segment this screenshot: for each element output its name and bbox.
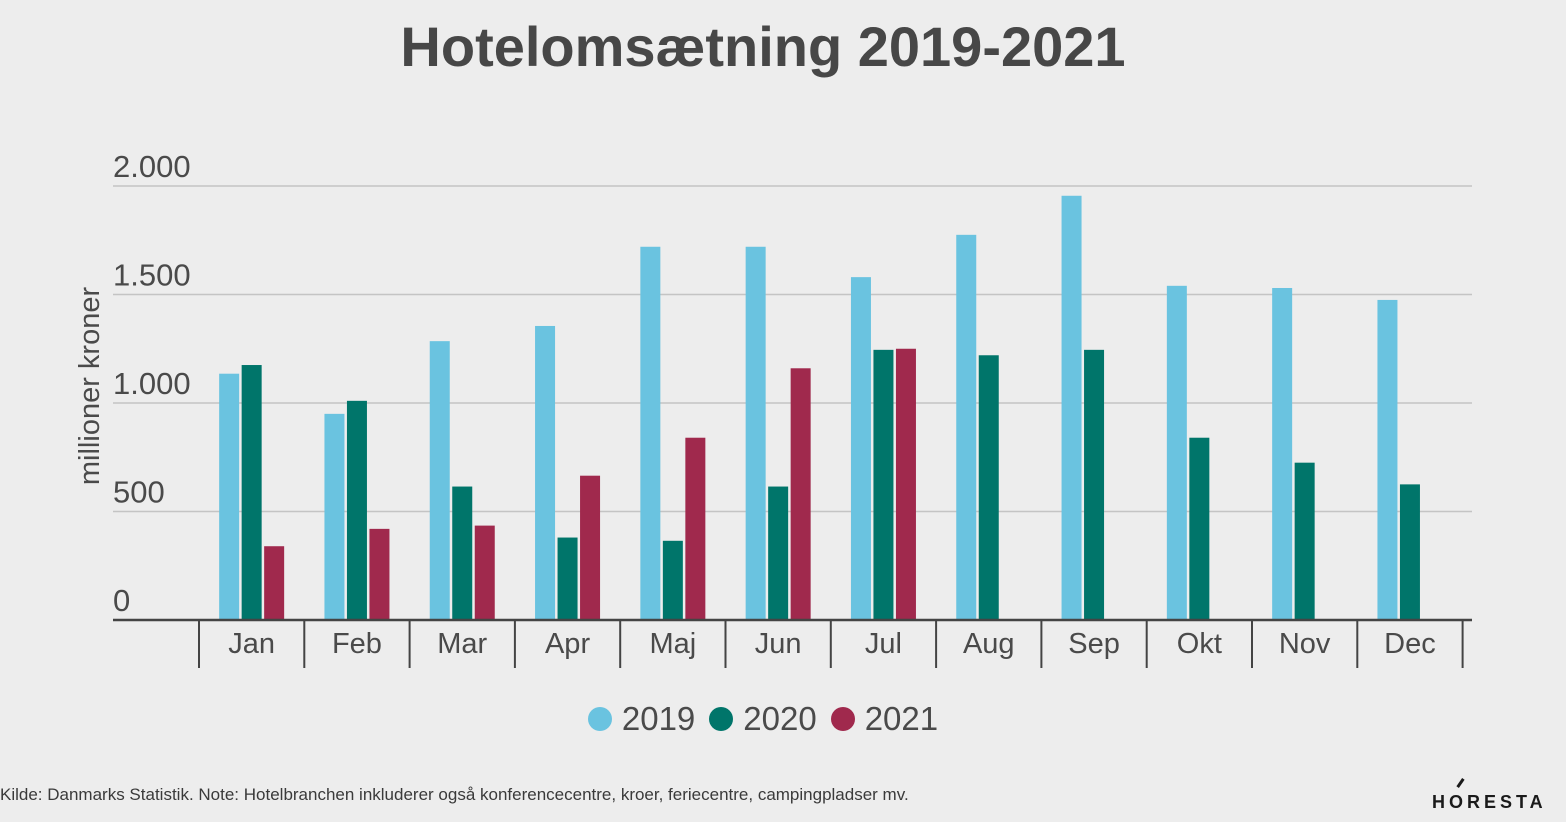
bar-2020-jun (768, 486, 789, 620)
bar-2019-feb (324, 413, 345, 620)
bar-2020-jul (873, 349, 894, 620)
x-tick-label: Mar (437, 628, 487, 660)
x-tick-label: Jan (228, 628, 275, 660)
legend-label: 2020 (743, 700, 817, 737)
x-tick-label: Sep (1068, 628, 1120, 660)
legend-swatch (709, 707, 734, 731)
bar-2019-jul (850, 277, 871, 620)
x-tick-label: Okt (1177, 628, 1222, 660)
bar-2019-sep (1061, 195, 1082, 620)
legend-swatch (587, 707, 612, 731)
bar-2021-jun (790, 368, 811, 620)
y-tick-label: 0 (113, 583, 130, 618)
bar-2019-maj (640, 246, 661, 620)
bar-2020-jan (241, 365, 262, 620)
bar-2021-maj (685, 437, 706, 620)
bar-2019-mar (429, 341, 450, 620)
x-tick-label: Nov (1279, 628, 1331, 660)
legend: 2019 2020 2021 (0, 700, 1526, 738)
bar-2020-sep (1084, 349, 1105, 620)
y-axis-label: millioner kroner (74, 287, 106, 486)
legend-swatch (830, 707, 855, 731)
bar-2020-okt (1189, 437, 1210, 620)
legend-item-2019: 2019 (587, 700, 696, 738)
bar-2020-dec (1399, 484, 1420, 620)
y-tick-label: 500 (113, 475, 165, 510)
bar-2019-jan (219, 373, 240, 620)
x-tick-label: Feb (332, 628, 382, 660)
bar-2021-feb (369, 528, 390, 620)
bar-2019-okt (1166, 285, 1187, 620)
x-tick-label: Apr (545, 628, 590, 660)
bar-2021-mar (474, 525, 495, 620)
legend-label: 2019 (621, 700, 696, 737)
x-tick-label: Dec (1384, 628, 1436, 660)
x-tick-label: Maj (649, 628, 696, 660)
x-tick-label: Aug (963, 628, 1015, 660)
bar-2021-jul (895, 348, 916, 620)
bar-2019-dec (1377, 299, 1398, 620)
x-tick-label: Jul (865, 628, 902, 660)
y-tick-label: 2.000 (113, 149, 191, 184)
y-tick-label: 1.500 (113, 258, 191, 293)
bar-2020-feb (346, 400, 367, 620)
bar-2020-aug (978, 355, 999, 620)
source-note: Kilde: Danmarks Statistik. Note: Hotelbr… (0, 785, 909, 804)
bar-2021-jan (264, 546, 285, 620)
bar-2019-nov (1272, 287, 1293, 620)
bar-2020-maj (662, 540, 683, 620)
horesta-logo: HORESTA (1432, 778, 1543, 814)
bar-2020-mar (452, 486, 473, 620)
legend-item-2020: 2020 (709, 700, 817, 738)
bar-2019-jun (745, 246, 766, 620)
chart-title: Hotelomsætning 2019-2021 (400, 15, 1126, 78)
logo-text: HORESTA (1432, 792, 1547, 812)
legend-label: 2021 (864, 700, 939, 737)
bar-2019-aug (956, 234, 977, 620)
x-tick-label: Jun (755, 628, 802, 660)
bar-2020-nov (1294, 462, 1315, 620)
bar-2019-apr (535, 325, 556, 620)
legend-item-2021: 2021 (830, 700, 939, 738)
bar-2020-apr (557, 537, 578, 620)
y-tick-label: 1.000 (113, 366, 191, 401)
bar-2021-apr (580, 475, 601, 620)
